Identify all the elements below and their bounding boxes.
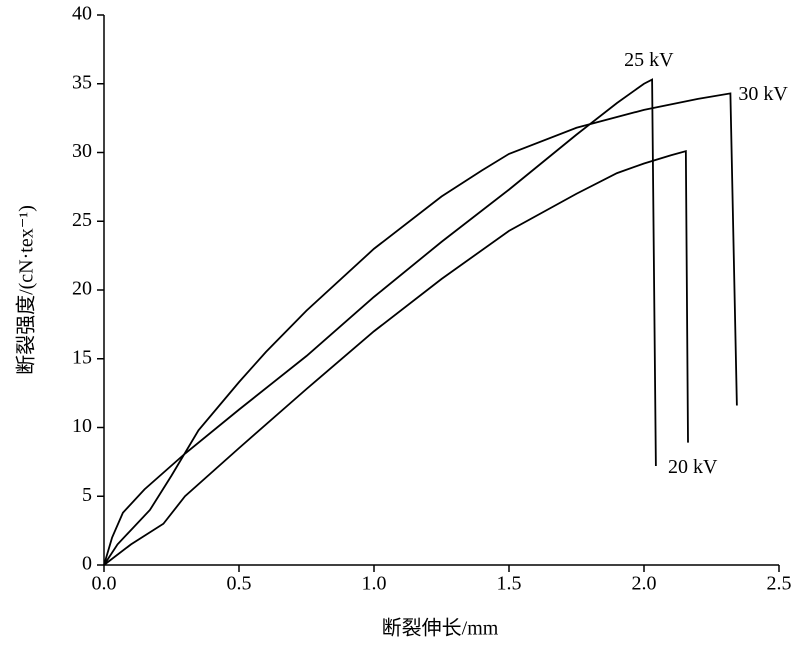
series-label: 20 kV	[668, 456, 718, 478]
y-tick-label: 20	[72, 278, 92, 300]
y-tick-label: 40	[72, 3, 92, 25]
y-tick-label: 35	[72, 71, 92, 93]
x-tick-label: 2.5	[767, 573, 792, 595]
x-tick-label: 0.0	[92, 573, 117, 595]
y-axis-label: 断裂强度/(cN·tex⁻¹)	[15, 205, 38, 375]
y-tick-label: 0	[82, 553, 92, 575]
x-tick-label: 1.0	[362, 573, 387, 595]
x-tick-label: 1.5	[497, 573, 522, 595]
series-label: 30 kV	[738, 83, 788, 105]
line	[103, 92, 738, 566]
y-tick-label: 30	[72, 140, 92, 162]
y-tick-label: 5	[82, 484, 92, 506]
x-tick-label: 2.0	[632, 573, 657, 595]
line	[103, 78, 657, 566]
series-label: 25 kV	[624, 49, 674, 71]
x-axis-label: 断裂伸长/mm	[382, 617, 499, 640]
y-tick-label: 25	[72, 209, 92, 231]
y-tick-label: 10	[72, 415, 92, 437]
x-tick-label: 0.5	[227, 573, 252, 595]
y-tick-label: 15	[72, 346, 92, 368]
line	[103, 149, 689, 566]
